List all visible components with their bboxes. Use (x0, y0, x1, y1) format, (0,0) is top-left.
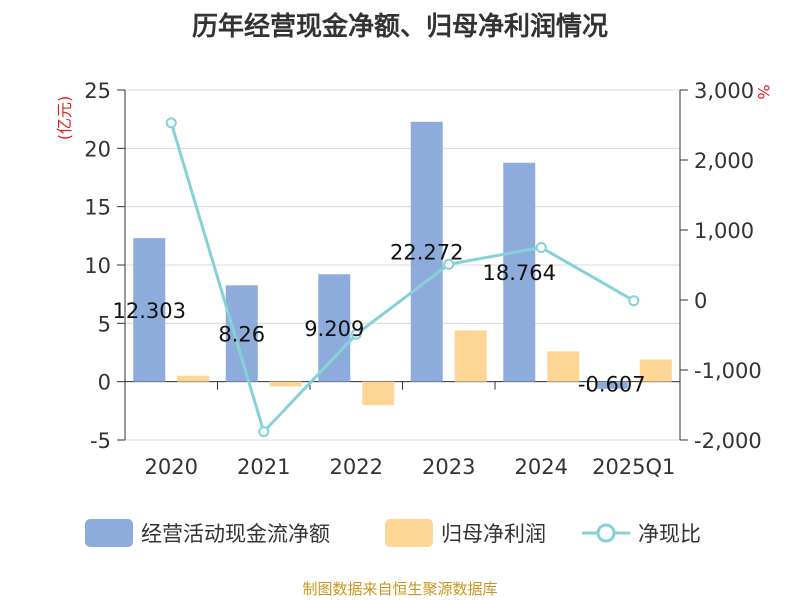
bar-operating-cash-flow (503, 162, 536, 382)
point-cash-ratio (258, 426, 270, 438)
point-cash-ratio (165, 117, 177, 129)
bar-net-profit (362, 381, 395, 405)
line-cash-ratio (169, 122, 635, 435)
legend-label-cash-ratio: 净现比 (638, 522, 701, 546)
data-label-operating-cash-flow: 18.764 (483, 261, 556, 285)
x-tick-label: 2020 (145, 455, 198, 479)
point-cash-ratio (628, 295, 640, 307)
y-left-tick-label: 0 (98, 371, 111, 395)
y-right-tick-label: -1,000 (694, 359, 762, 383)
legend-line-marker-icon (582, 523, 630, 543)
y-left-tick-label: 10 (84, 254, 111, 278)
y-right-tick-label: -2,000 (694, 429, 762, 453)
x-tick-label: 2021 (237, 455, 290, 479)
legend-label-operating-cash-flow: 经营活动现金流净额 (141, 522, 330, 546)
x-tick-label: 2024 (515, 455, 568, 479)
x-tick-label: 2022 (330, 455, 383, 479)
bar-operating-cash-flow (410, 121, 443, 382)
y-left-tick-label: -5 (90, 429, 111, 453)
bar-operating-cash-flow (133, 238, 166, 382)
combo-chart: -5 0 5 10 15 20 25 -2,000 -1,000 0 1,000 2,000 3,000… (55, 79, 773, 479)
data-label-operating-cash-flow: 22.272 (390, 241, 463, 265)
y-left-tick-label: 5 (98, 312, 111, 336)
data-label-operating-cash-flow: 9.209 (304, 317, 364, 341)
point-cash-ratio (350, 328, 362, 340)
point-cash-ratio (443, 258, 455, 270)
x-tick-label: 2025Q1 (592, 455, 675, 479)
y-right-axis-label: % (754, 84, 773, 99)
legend-item-cash-ratio[interactable]: 净现比 (582, 518, 701, 548)
y-right-tick-label: 2,000 (694, 149, 754, 173)
y-left-tick-label: 20 (84, 137, 111, 161)
bar-operating-cash-flow (225, 285, 258, 382)
legend-swatch-net-profit (385, 519, 433, 547)
x-tick-label: 2023 (422, 455, 475, 479)
legend-item-net-profit[interactable]: 归母净利润 (385, 518, 546, 548)
y-right-tick-label: 1,000 (694, 219, 754, 243)
source-note: 制图数据来自恒生聚源数据库 (302, 580, 498, 598)
legend-item-operating-cash-flow[interactable]: 经营活动现金流净额 (85, 518, 330, 548)
bar-net-profit (269, 381, 302, 387)
y-right-tick-label: 0 (694, 289, 707, 313)
chart-title: 历年经营现金净额、归母净利润情况 (191, 12, 608, 42)
bar-operating-cash-flow (318, 274, 351, 382)
legend-label-net-profit: 归母净利润 (441, 522, 546, 546)
bar-net-profit (547, 351, 580, 382)
y-left-tick-label: 15 (84, 196, 111, 220)
bar-net-profit (639, 359, 672, 382)
y-right-tick-label: 3,000 (694, 79, 754, 103)
bar-operating-cash-flow (595, 381, 628, 389)
point-cash-ratio (535, 242, 547, 253)
legend-swatch-operating-cash-flow (85, 519, 133, 547)
y-left-tick-label: 25 (84, 79, 111, 103)
bar-net-profit (177, 375, 210, 382)
data-label-operating-cash-flow: 8.26 (218, 322, 265, 346)
chart-legend: 经营活动现金流净额 归母净利润 净现比 (0, 518, 800, 554)
bar-net-profit (454, 330, 487, 382)
data-label-operating-cash-flow: -0.607 (578, 373, 646, 397)
data-label-operating-cash-flow: 12.303 (113, 299, 186, 323)
y-left-axis-label: (亿元) (55, 96, 74, 141)
